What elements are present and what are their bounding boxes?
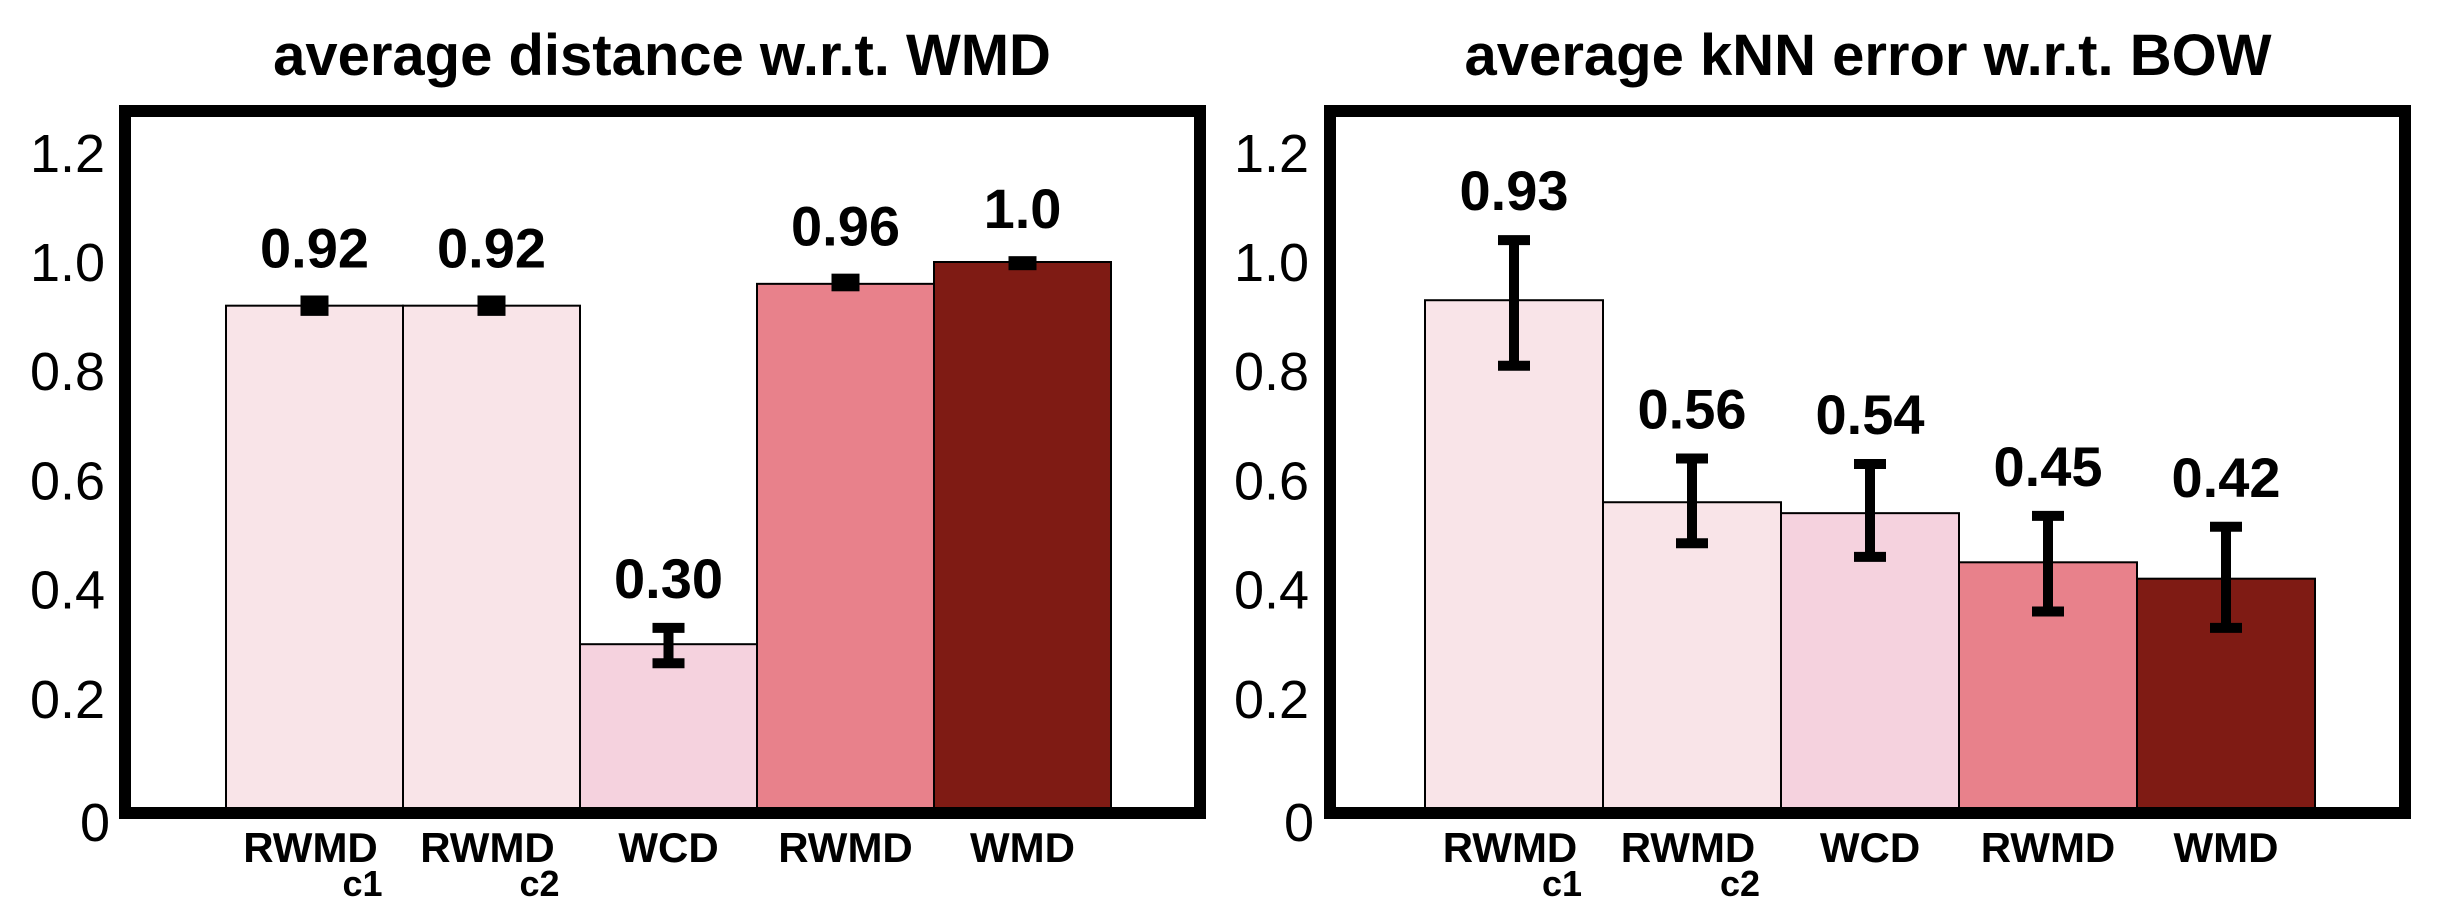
y-tick-label: 0.6 — [1234, 451, 1309, 511]
data-label: 0.92 — [437, 216, 546, 279]
category-label-subscript: c2 — [519, 863, 559, 904]
y-tick-label: 0.2 — [1234, 670, 1309, 730]
category-label-subscript: c1 — [342, 863, 382, 904]
category-label: RWMD — [1981, 824, 2116, 871]
category-label: RWMD — [243, 824, 378, 871]
bar — [1424, 299, 1604, 809]
plot-frame — [119, 105, 1206, 819]
data-label: 0.54 — [1816, 383, 1925, 446]
category-label: RWMD — [1621, 824, 1756, 871]
data-label: 0.93 — [1460, 159, 1569, 222]
category-label: WMD — [970, 824, 1075, 871]
data-label: 0.56 — [1638, 378, 1747, 441]
y-tick-label: 1.0 — [30, 233, 105, 293]
y-tick-label: 0.8 — [1234, 342, 1309, 402]
error-bar — [1008, 256, 1037, 271]
error-bar — [1498, 235, 1530, 371]
category-label-subscript: c2 — [1720, 863, 1760, 904]
error-bar — [477, 295, 506, 316]
y-tick-label: 0.2 — [30, 670, 105, 730]
data-label: 0.92 — [260, 216, 369, 279]
chart-panel-knn-error: average kNN error w.r.t. BOW 0 0.2 0.4 0.6 0.… — [1234, 23, 2411, 904]
y-tick-label: 1.2 — [1234, 124, 1309, 184]
category-label: RWMD — [420, 824, 555, 871]
y-tick-label: 0.4 — [30, 561, 105, 621]
category-label: RWMD — [778, 824, 913, 871]
category-label-subscript: c1 — [1542, 863, 1582, 904]
y-tick-label: 1.2 — [30, 124, 105, 184]
chart-title: average kNN error w.r.t. BOW — [1465, 23, 2272, 88]
bar — [756, 282, 935, 809]
y-tick-label: 0.4 — [1234, 561, 1309, 621]
error-bar — [1854, 459, 1886, 562]
bar — [225, 304, 404, 809]
chart-panel-distance: average distance w.r.t. WMD 0 0.2 0.4 0.6 0.8… — [30, 23, 1206, 904]
data-label: 0.96 — [791, 195, 900, 258]
y-tick-label: 0.8 — [30, 342, 105, 402]
category-label: WCD — [618, 824, 718, 871]
bar — [579, 643, 758, 810]
bar — [1780, 512, 1960, 809]
error-bar — [831, 273, 860, 292]
y-tick-label: 1.0 — [1234, 233, 1309, 293]
data-label: 0.45 — [1994, 435, 2103, 498]
bar — [402, 304, 581, 809]
category-label: RWMD — [1443, 824, 1578, 871]
error-bar — [300, 295, 329, 316]
error-bar — [2210, 521, 2242, 633]
data-label: 0.30 — [614, 547, 723, 610]
error-bar — [652, 622, 685, 669]
data-label: 1.0 — [984, 177, 1062, 240]
y-tick-label: 0 — [80, 793, 110, 853]
y-tick-label: 0.6 — [30, 451, 105, 511]
category-label: WMD — [2174, 824, 2279, 871]
error-bar — [1676, 453, 1708, 549]
bar — [933, 261, 1112, 809]
category-label: WCD — [1820, 824, 1920, 871]
chart-title: average distance w.r.t. WMD — [273, 23, 1051, 88]
data-label: 0.42 — [2172, 446, 2281, 509]
y-tick-label: 0 — [1284, 793, 1314, 853]
plot-frame — [1324, 105, 2411, 819]
error-bar — [2032, 510, 2064, 617]
